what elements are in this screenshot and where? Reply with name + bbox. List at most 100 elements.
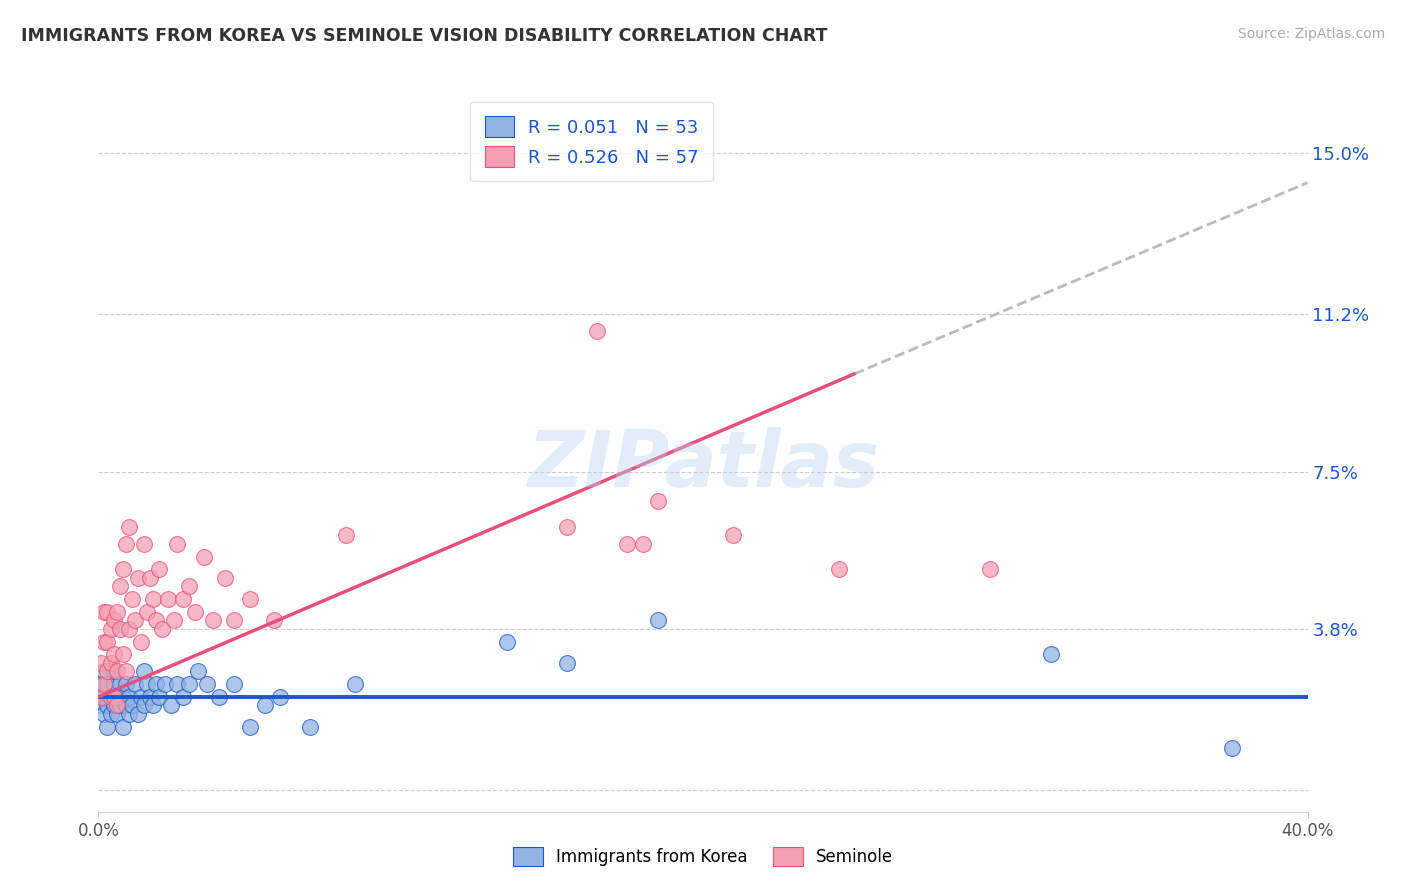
Point bbox=[555, 656, 578, 670]
Point bbox=[335, 528, 357, 542]
Point bbox=[108, 622, 131, 636]
Point bbox=[172, 592, 194, 607]
Point bbox=[118, 622, 141, 636]
Point bbox=[90, 656, 112, 670]
Point bbox=[124, 614, 146, 628]
Point bbox=[103, 614, 125, 628]
Point bbox=[111, 562, 134, 576]
Point bbox=[179, 677, 201, 691]
Point bbox=[100, 690, 122, 704]
Point bbox=[344, 677, 367, 691]
Point bbox=[93, 706, 115, 721]
Point bbox=[132, 698, 155, 713]
Point bbox=[111, 690, 134, 704]
Point bbox=[108, 698, 131, 713]
Point bbox=[166, 537, 188, 551]
Point bbox=[179, 579, 201, 593]
Point bbox=[90, 690, 112, 704]
Point bbox=[195, 677, 218, 691]
Point bbox=[103, 677, 125, 691]
Point bbox=[105, 690, 128, 704]
Point bbox=[135, 677, 157, 691]
Point bbox=[100, 622, 122, 636]
Point bbox=[100, 706, 122, 721]
Point bbox=[723, 528, 745, 542]
Point bbox=[160, 698, 183, 713]
Point bbox=[114, 698, 136, 713]
Text: Source: ZipAtlas.com: Source: ZipAtlas.com bbox=[1237, 27, 1385, 41]
Point bbox=[253, 698, 276, 713]
Point bbox=[121, 698, 143, 713]
Point bbox=[93, 634, 115, 648]
Point bbox=[93, 605, 115, 619]
Point bbox=[103, 690, 125, 704]
Point bbox=[96, 720, 118, 734]
Legend: Immigrants from Korea, Seminole: Immigrants from Korea, Seminole bbox=[499, 833, 907, 880]
Point bbox=[127, 706, 149, 721]
Point bbox=[239, 720, 262, 734]
Point bbox=[148, 562, 170, 576]
Point bbox=[208, 690, 231, 704]
Point bbox=[172, 690, 194, 704]
Point bbox=[129, 634, 152, 648]
Point bbox=[111, 648, 134, 662]
Point bbox=[118, 520, 141, 534]
Point bbox=[93, 665, 115, 679]
Point bbox=[96, 605, 118, 619]
Point bbox=[647, 494, 669, 508]
Point bbox=[647, 614, 669, 628]
Point bbox=[202, 614, 225, 628]
Point bbox=[142, 698, 165, 713]
Point bbox=[127, 571, 149, 585]
Point bbox=[239, 592, 262, 607]
Point bbox=[187, 665, 209, 679]
Point bbox=[135, 605, 157, 619]
Point bbox=[555, 520, 578, 534]
Point bbox=[828, 562, 851, 576]
Point bbox=[163, 614, 186, 628]
Point bbox=[156, 592, 179, 607]
Point bbox=[132, 665, 155, 679]
Point bbox=[114, 665, 136, 679]
Point bbox=[979, 562, 1001, 576]
Point bbox=[1039, 648, 1062, 662]
Point bbox=[132, 537, 155, 551]
Point bbox=[586, 325, 609, 339]
Point bbox=[269, 690, 291, 704]
Point bbox=[90, 698, 112, 713]
Point bbox=[495, 634, 517, 648]
Point bbox=[105, 665, 128, 679]
Point bbox=[103, 648, 125, 662]
Point bbox=[124, 677, 146, 691]
Point bbox=[1220, 741, 1243, 756]
Point bbox=[100, 656, 122, 670]
Point bbox=[108, 579, 131, 593]
Point bbox=[142, 592, 165, 607]
Point bbox=[96, 665, 118, 679]
Point bbox=[224, 614, 246, 628]
Legend: R = 0.051   N = 53, R = 0.526   N = 57: R = 0.051 N = 53, R = 0.526 N = 57 bbox=[470, 102, 713, 181]
Point bbox=[616, 537, 638, 551]
Point bbox=[100, 690, 122, 704]
Point bbox=[111, 720, 134, 734]
Point bbox=[148, 690, 170, 704]
Point bbox=[631, 537, 654, 551]
Point bbox=[105, 706, 128, 721]
Point bbox=[139, 690, 162, 704]
Point bbox=[90, 677, 112, 691]
Point bbox=[224, 677, 246, 691]
Point bbox=[184, 605, 207, 619]
Point bbox=[103, 665, 125, 679]
Text: IMMIGRANTS FROM KOREA VS SEMINOLE VISION DISABILITY CORRELATION CHART: IMMIGRANTS FROM KOREA VS SEMINOLE VISION… bbox=[21, 27, 828, 45]
Point bbox=[214, 571, 236, 585]
Point bbox=[108, 677, 131, 691]
Point bbox=[96, 677, 118, 691]
Point bbox=[93, 690, 115, 704]
Point bbox=[166, 677, 188, 691]
Point bbox=[263, 614, 285, 628]
Point bbox=[145, 677, 167, 691]
Point bbox=[96, 634, 118, 648]
Point bbox=[118, 690, 141, 704]
Text: ZIPatlas: ZIPatlas bbox=[527, 427, 879, 503]
Point bbox=[105, 698, 128, 713]
